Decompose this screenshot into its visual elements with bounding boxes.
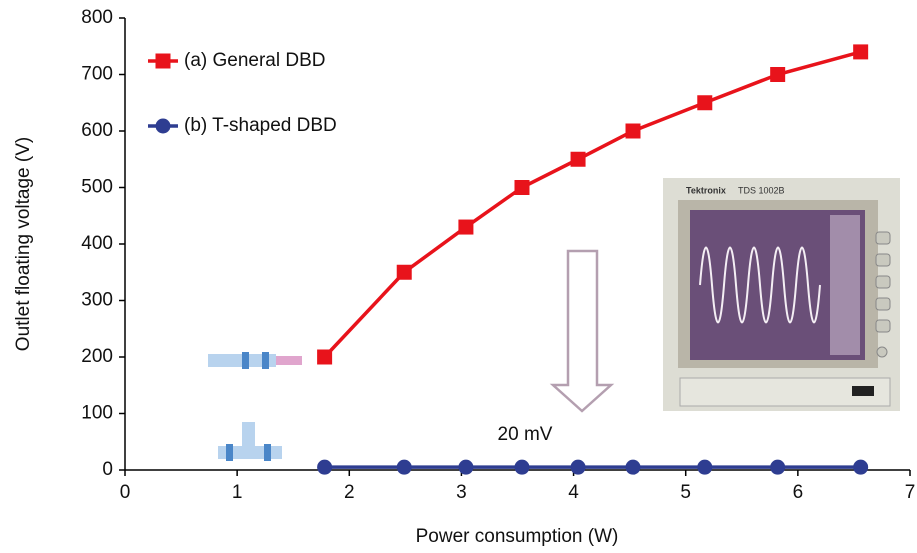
marker [458, 459, 474, 475]
legend-label: (a) General DBD [184, 50, 326, 71]
general-dbd-icon [208, 352, 302, 369]
marker [570, 151, 586, 167]
x-tick-label: 2 [344, 482, 355, 503]
marker [317, 459, 333, 475]
x-tick-label: 1 [232, 482, 243, 503]
annotation: 20 mV [498, 424, 553, 445]
y-tick-label: 200 [81, 346, 113, 367]
marker [770, 459, 786, 475]
marker [853, 44, 869, 60]
x-tick-label: 5 [680, 482, 691, 503]
inset-brand: Tektronix [686, 185, 726, 195]
y-tick-label: 800 [81, 7, 113, 28]
marker [317, 349, 333, 365]
oscilloscope-photo: Tektronix TDS 1002B [663, 178, 900, 411]
marker [697, 95, 713, 111]
marker [625, 459, 641, 475]
marker [770, 67, 786, 82]
x-tick-label: 4 [568, 482, 579, 503]
inset-model: TDS 1002B [738, 185, 785, 195]
x-tick-label: 3 [456, 482, 467, 503]
t-shaped-dbd-icon [218, 422, 282, 461]
legend-marker [155, 53, 171, 69]
marker [853, 459, 869, 475]
marker [458, 219, 474, 235]
marker [396, 264, 412, 280]
x-tick-label: 0 [120, 482, 131, 503]
marker [514, 459, 530, 475]
y-tick-label: 400 [81, 233, 113, 254]
y-tick-label: 0 [102, 459, 113, 480]
legend-marker [155, 118, 171, 134]
y-tick-label: 300 [81, 290, 113, 311]
marker [514, 180, 530, 195]
x-tick-label: 7 [905, 482, 916, 503]
x-axis-label: Power consumption (W) [416, 526, 619, 547]
y-tick-label: 500 [81, 177, 113, 198]
marker [697, 459, 713, 475]
marker [396, 459, 412, 475]
marker [625, 123, 641, 139]
marker [570, 459, 586, 475]
y-axis-label: Outlet floating voltage (V) [13, 137, 34, 351]
y-tick-label: 700 [81, 64, 113, 85]
arrow [549, 249, 615, 413]
legend-label: (b) T-shaped DBD [184, 115, 337, 136]
x-tick-label: 6 [793, 482, 804, 503]
y-tick-label: 600 [81, 120, 113, 141]
y-tick-label: 100 [81, 403, 113, 424]
